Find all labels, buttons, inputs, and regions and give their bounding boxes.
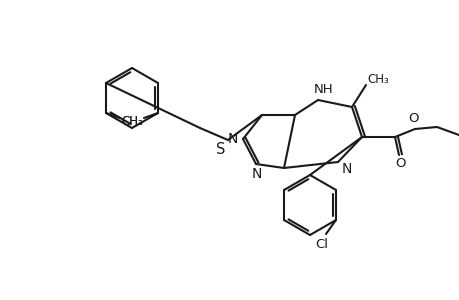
Text: N: N [341, 162, 352, 176]
Text: N: N [251, 167, 262, 181]
Text: O: O [408, 112, 418, 124]
Text: S: S [216, 142, 225, 157]
Text: Cl: Cl [315, 238, 328, 250]
Text: O: O [395, 157, 405, 169]
Text: N: N [227, 132, 238, 146]
Text: CH₃: CH₃ [366, 73, 388, 85]
Text: CH₃: CH₃ [121, 115, 143, 128]
Text: CH₃: CH₃ [121, 115, 143, 128]
Text: NH: NH [313, 82, 333, 95]
